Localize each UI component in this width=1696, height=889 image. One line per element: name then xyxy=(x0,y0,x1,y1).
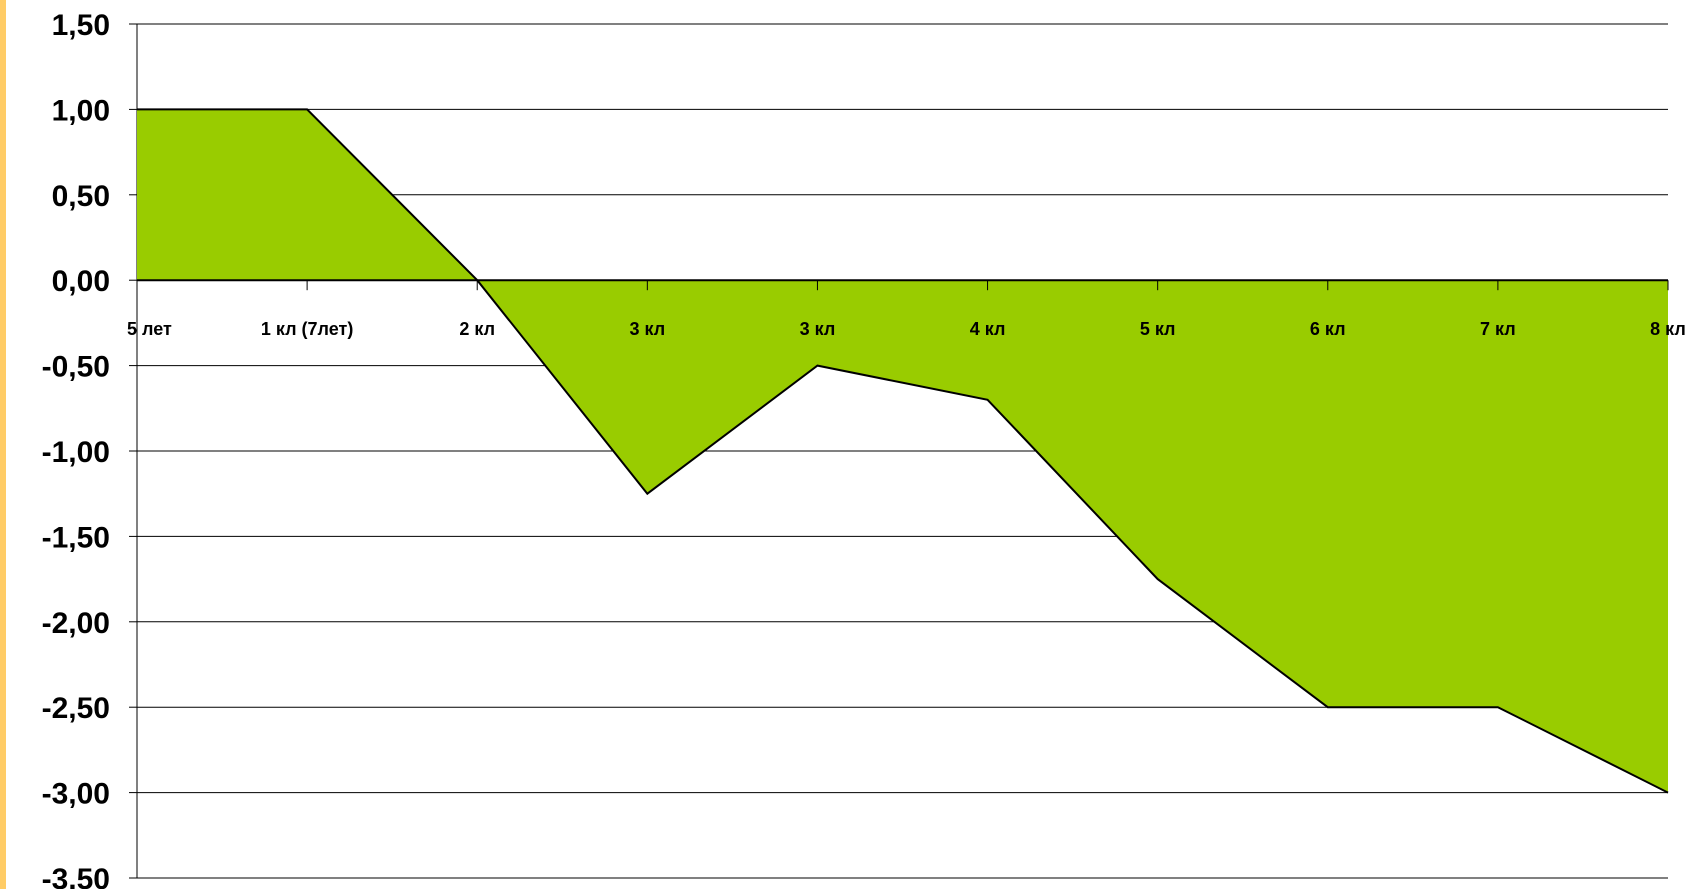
y-tick-label: -3,50 xyxy=(42,863,110,889)
x-tick-label: 5 лет xyxy=(127,319,172,339)
x-tick-label: 2 кл xyxy=(459,319,495,339)
x-tick-label: 4 кл xyxy=(970,319,1006,339)
y-tick-label: 1,50 xyxy=(52,9,110,42)
y-tick-label: 0,50 xyxy=(52,180,110,213)
y-tick-label: -2,50 xyxy=(42,692,110,725)
x-tick-label: 6 кл xyxy=(1310,319,1346,339)
x-tick-label: 7 кл xyxy=(1480,319,1516,339)
y-tick-label: 1,00 xyxy=(52,94,110,127)
y-tick-label: -1,00 xyxy=(42,436,110,469)
series-line xyxy=(137,108,1669,794)
y-tick-label: -3,00 xyxy=(42,778,110,811)
area-series xyxy=(136,108,1669,794)
x-axis: 5 лет 1 кл (7лет) 2 кл 3 кл 3 кл 4 кл 5 кл 6 кл… xyxy=(127,279,1686,339)
area-fill xyxy=(137,109,1668,793)
left-accent-stripe xyxy=(0,0,6,889)
y-axis: 1,50 1,00 0,50 0,00 -0,50 -1,00 -1,50 -2,00 -2,5… xyxy=(42,9,138,889)
x-tick-label: 1 кл (7лет) xyxy=(261,319,353,339)
y-tick-label: -0,50 xyxy=(42,351,110,384)
x-tick-label: 5 кл xyxy=(1140,319,1176,339)
y-tick-label: -1,50 xyxy=(42,521,110,554)
x-tick-label: 8 кл xyxy=(1650,319,1686,339)
x-tick-label: 3 кл xyxy=(629,319,665,339)
y-tick-label: 0,00 xyxy=(52,265,110,298)
x-tick-label: 3 кл xyxy=(800,319,836,339)
y-tick-label: -2,00 xyxy=(42,607,110,640)
